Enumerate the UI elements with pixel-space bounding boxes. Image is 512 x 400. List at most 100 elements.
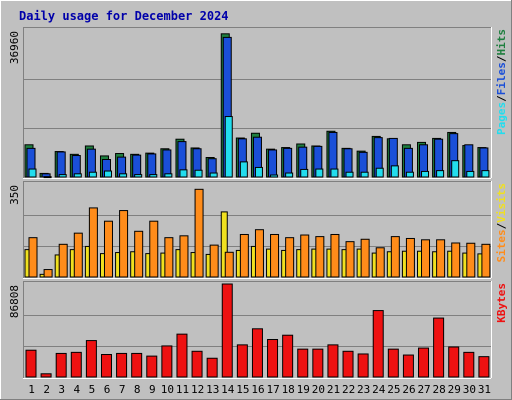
day-group-18 <box>281 147 294 178</box>
day-group-13 <box>205 244 219 278</box>
pages-bar <box>405 171 414 178</box>
sites-bar <box>73 232 83 278</box>
day-group-15 <box>236 344 248 378</box>
day-group-3 <box>54 243 68 278</box>
day-group-23 <box>356 150 369 178</box>
day-group-24 <box>372 310 384 378</box>
pages-bar <box>481 170 490 178</box>
day-group-21 <box>327 344 339 378</box>
sites-bar <box>270 233 280 278</box>
kbytes-bar <box>161 345 173 378</box>
panel-legend: Pages/Files/Hits <box>495 29 508 135</box>
day-group-5 <box>84 207 98 278</box>
kbytes-bar <box>448 346 460 378</box>
day-group-15 <box>235 233 249 278</box>
day-label-20: 20 <box>312 383 325 396</box>
sites-bar <box>254 229 264 278</box>
pages-bar <box>224 116 233 178</box>
kbytes-bar <box>297 348 309 378</box>
files-bar <box>268 149 278 178</box>
kbytes-bar <box>116 352 128 378</box>
day-group-19 <box>296 143 309 178</box>
kbytes-bar <box>433 317 445 378</box>
day-group-27 <box>417 239 431 278</box>
day-group-1 <box>25 349 37 378</box>
day-group-3 <box>54 151 67 178</box>
kbytes-bar <box>387 348 399 378</box>
pages-bar <box>360 171 369 178</box>
legend-visits: Visits <box>495 183 508 223</box>
legend-separator: / <box>495 95 508 102</box>
day-group-3 <box>55 352 67 378</box>
sites-bar <box>239 233 249 278</box>
day-group-12 <box>191 350 203 378</box>
day-group-17 <box>267 339 279 378</box>
day-label-24: 24 <box>372 383 386 396</box>
pages-bar <box>345 171 354 178</box>
day-group-14 <box>220 33 233 178</box>
day-group-21 <box>326 233 340 278</box>
files-bar <box>56 151 66 178</box>
day-group-8 <box>130 230 144 278</box>
kbytes-bar <box>402 354 414 378</box>
day-label-21: 21 <box>327 383 340 396</box>
day-group-25 <box>387 348 399 378</box>
kbytes-bar <box>463 351 475 378</box>
day-group-28 <box>432 239 446 278</box>
day-group-22 <box>342 350 354 378</box>
panel-kbytes: 86808 KBytes <box>8 281 508 379</box>
kbytes-bar <box>70 351 82 378</box>
y-max-label: 350 <box>8 185 21 205</box>
day-group-9 <box>145 152 158 178</box>
day-group-31 <box>478 356 490 378</box>
day-label-3: 3 <box>58 383 65 396</box>
legend-kbytes: KBytes <box>495 283 508 323</box>
kbytes-bar <box>418 347 430 378</box>
day-group-22 <box>341 241 355 278</box>
day-group-10 <box>161 345 173 378</box>
legend-sites: Sites <box>495 229 508 262</box>
day-group-17 <box>266 233 280 278</box>
day-group-4 <box>69 153 82 178</box>
day-label-17: 17 <box>266 383 279 396</box>
sites-bar <box>194 188 204 278</box>
panel-legend: KBytes <box>495 283 508 323</box>
pages-bar <box>375 167 384 178</box>
day-group-8 <box>130 153 143 178</box>
day-label-27: 27 <box>417 383 430 396</box>
pages-bar <box>209 172 218 178</box>
pages-bar <box>103 170 112 178</box>
day-group-20 <box>311 236 325 278</box>
legend-separator: / <box>495 55 508 62</box>
day-group-10 <box>160 148 173 178</box>
sites-bar <box>224 251 234 278</box>
day-group-6 <box>99 155 112 178</box>
day-group-22 <box>341 147 354 178</box>
sites-bar <box>58 243 68 278</box>
sites-bar <box>134 230 144 278</box>
sites-bar <box>451 242 461 278</box>
day-group-29 <box>448 346 460 378</box>
pages-bar <box>436 170 445 178</box>
day-label-9: 9 <box>149 383 156 396</box>
day-group-4 <box>69 232 83 278</box>
pages-bar <box>119 173 128 178</box>
day-label-26: 26 <box>402 383 415 396</box>
pages-bar <box>194 169 203 178</box>
pages-bar <box>43 176 52 179</box>
day-group-30 <box>462 242 476 278</box>
pages-bar <box>134 174 143 178</box>
kbytes-bar <box>206 357 218 378</box>
sites-bar <box>209 244 219 278</box>
day-group-16 <box>250 229 264 278</box>
day-group-25 <box>386 236 400 278</box>
day-label-15: 15 <box>236 383 249 396</box>
pages-bar <box>466 170 475 178</box>
day-group-12 <box>190 147 203 178</box>
day-group-28 <box>433 317 445 378</box>
kbytes-bar <box>251 328 263 378</box>
sites-bar <box>285 237 295 278</box>
kbytes-bar <box>25 349 37 378</box>
